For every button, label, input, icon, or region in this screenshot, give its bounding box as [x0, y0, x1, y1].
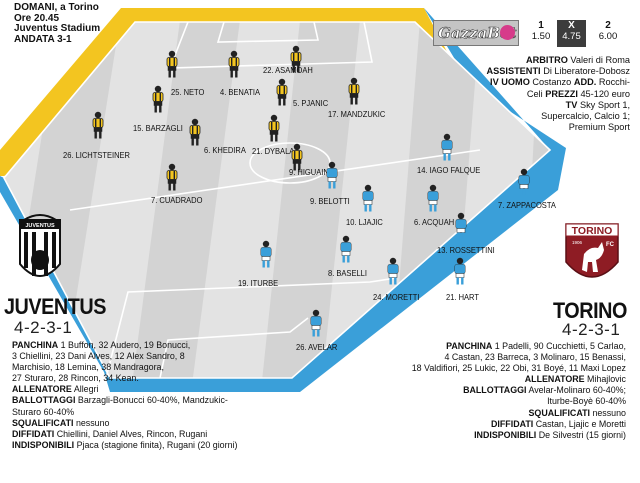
- torino-logo-text: TORINO: [572, 225, 613, 237]
- torino-player-figure: [518, 168, 530, 196]
- torino-player-name: 10. LJAJIC: [346, 218, 383, 227]
- odds-away: 2 6.00: [594, 20, 622, 42]
- juventus-player-name: 21. DYBALA: [252, 147, 295, 156]
- juventus-player-figure: [276, 78, 288, 106]
- juventus-player-figure: [166, 50, 178, 78]
- juventus-formation: 4-2-3-1: [14, 318, 73, 337]
- juventus-logo: JUVENTUS: [19, 214, 61, 277]
- torino-player-figure: [260, 240, 272, 268]
- gazzabet-logo: GazzaBet: [433, 20, 519, 46]
- match-header-line: Juventus Stadium: [14, 23, 101, 34]
- torino-player-name: 8. BASELLI: [328, 269, 367, 278]
- juventus-player-name: 17. MANDZUKIC: [328, 110, 386, 119]
- juventus-player-name: 6. KHEDIRA: [204, 146, 246, 155]
- match-header-line: DOMANI, a Torino: [14, 2, 99, 13]
- bull-icon: [582, 242, 604, 272]
- juventus-player-name: 26. LICHTSTEINER: [63, 151, 130, 160]
- torino-player-figure: [441, 133, 453, 161]
- torino-logo: TORINO 1906 FC: [565, 223, 619, 278]
- juventus-player-figure: [268, 114, 280, 142]
- ball-icon: [500, 25, 515, 40]
- torino-formation: 4-2-3-1: [562, 320, 621, 339]
- juventus-player-name: 9. HIGUAIN: [289, 168, 329, 177]
- torino-player-name: 24. MORETTI: [373, 293, 420, 302]
- juventus-info: PANCHINA 1 Buffon, 32 Audero, 19 Bonucci…: [12, 340, 238, 450]
- juventus-player-figure: [291, 143, 303, 171]
- juventus-player-name: 25. NETO: [171, 88, 205, 97]
- match-info: ARBITRO Valeri di Roma ASSISTENTI Di Lib…: [486, 55, 631, 133]
- torino-player-name: 14. IAGO FALQUE: [417, 166, 481, 175]
- match-header: DOMANI, a Torino Ore 20.45 Juventus Stad…: [14, 2, 101, 45]
- juventus-player-figure: [152, 85, 164, 113]
- torino-player-figure: [310, 309, 322, 337]
- torino-player-name: 7. ZAPPACOSTA: [498, 201, 556, 210]
- juventus-player-figure: [228, 50, 240, 78]
- juventus-player-name: 22. ASAMOAH: [263, 66, 313, 75]
- odds-draw: X 4.75: [557, 20, 586, 47]
- torino-player-figure: [454, 257, 466, 285]
- torino-logo-year: 1906: [572, 240, 583, 245]
- odds-value: 4.75: [562, 31, 581, 42]
- match-header-line: ANDATA 3-1: [14, 33, 72, 45]
- odds-value: 6.00: [598, 31, 618, 42]
- odds-value: 1.50: [531, 31, 551, 42]
- juventus-player-name: 15. BARZAGLI: [133, 124, 183, 133]
- gazzabet-logo-text: GazzaBet: [438, 24, 517, 43]
- torino-player-figure: [387, 257, 399, 285]
- torino-player-figure: [455, 212, 467, 240]
- torino-player-name: 26. AVELAR: [296, 343, 338, 352]
- juventus-player-figure: [290, 45, 302, 73]
- juventus-team-name: JUVENTUS: [4, 294, 107, 319]
- torino-player-figure: [326, 161, 338, 189]
- torino-player-name: 9. BELOTTI: [310, 197, 350, 206]
- juventus-player-figure: [166, 163, 178, 191]
- torino-team-name: TORINO: [553, 298, 627, 323]
- odds-label: 1: [538, 20, 544, 31]
- torino-player-name: 21. HART: [446, 293, 479, 302]
- juventus-player-name: 7. CUADRADO: [151, 196, 203, 205]
- torino-player-name: 13. ROSSETTINI: [437, 246, 495, 255]
- juventus-player-figure: [92, 111, 104, 139]
- torino-player-name: 6. ACQUAH: [414, 218, 455, 227]
- torino-player-figure: [340, 235, 352, 263]
- torino-player-figure: [362, 184, 374, 212]
- odds-home: 1 1.50: [528, 20, 554, 42]
- match-header-line: Ore 20.45: [14, 12, 60, 24]
- juventus-player-name: 4. BENATIA: [220, 88, 261, 97]
- juventus-player-figure: [189, 118, 201, 146]
- juventus-player-figure: [348, 77, 360, 105]
- torino-player-name: 19. ITURBE: [238, 279, 279, 288]
- odds-label: X: [568, 20, 575, 31]
- odds-label: 2: [605, 20, 611, 31]
- pitch-lines: [3, 21, 552, 379]
- torino-player-figure: [427, 184, 439, 212]
- juventus-player-name: 5. PJANIC: [293, 99, 329, 108]
- torino-info: PANCHINA 1 Padelli, 90 Cucchietti, 5 Car…: [411, 341, 626, 440]
- torino-logo-fc: FC: [606, 242, 615, 248]
- juventus-logo-text: JUVENTUS: [25, 223, 55, 229]
